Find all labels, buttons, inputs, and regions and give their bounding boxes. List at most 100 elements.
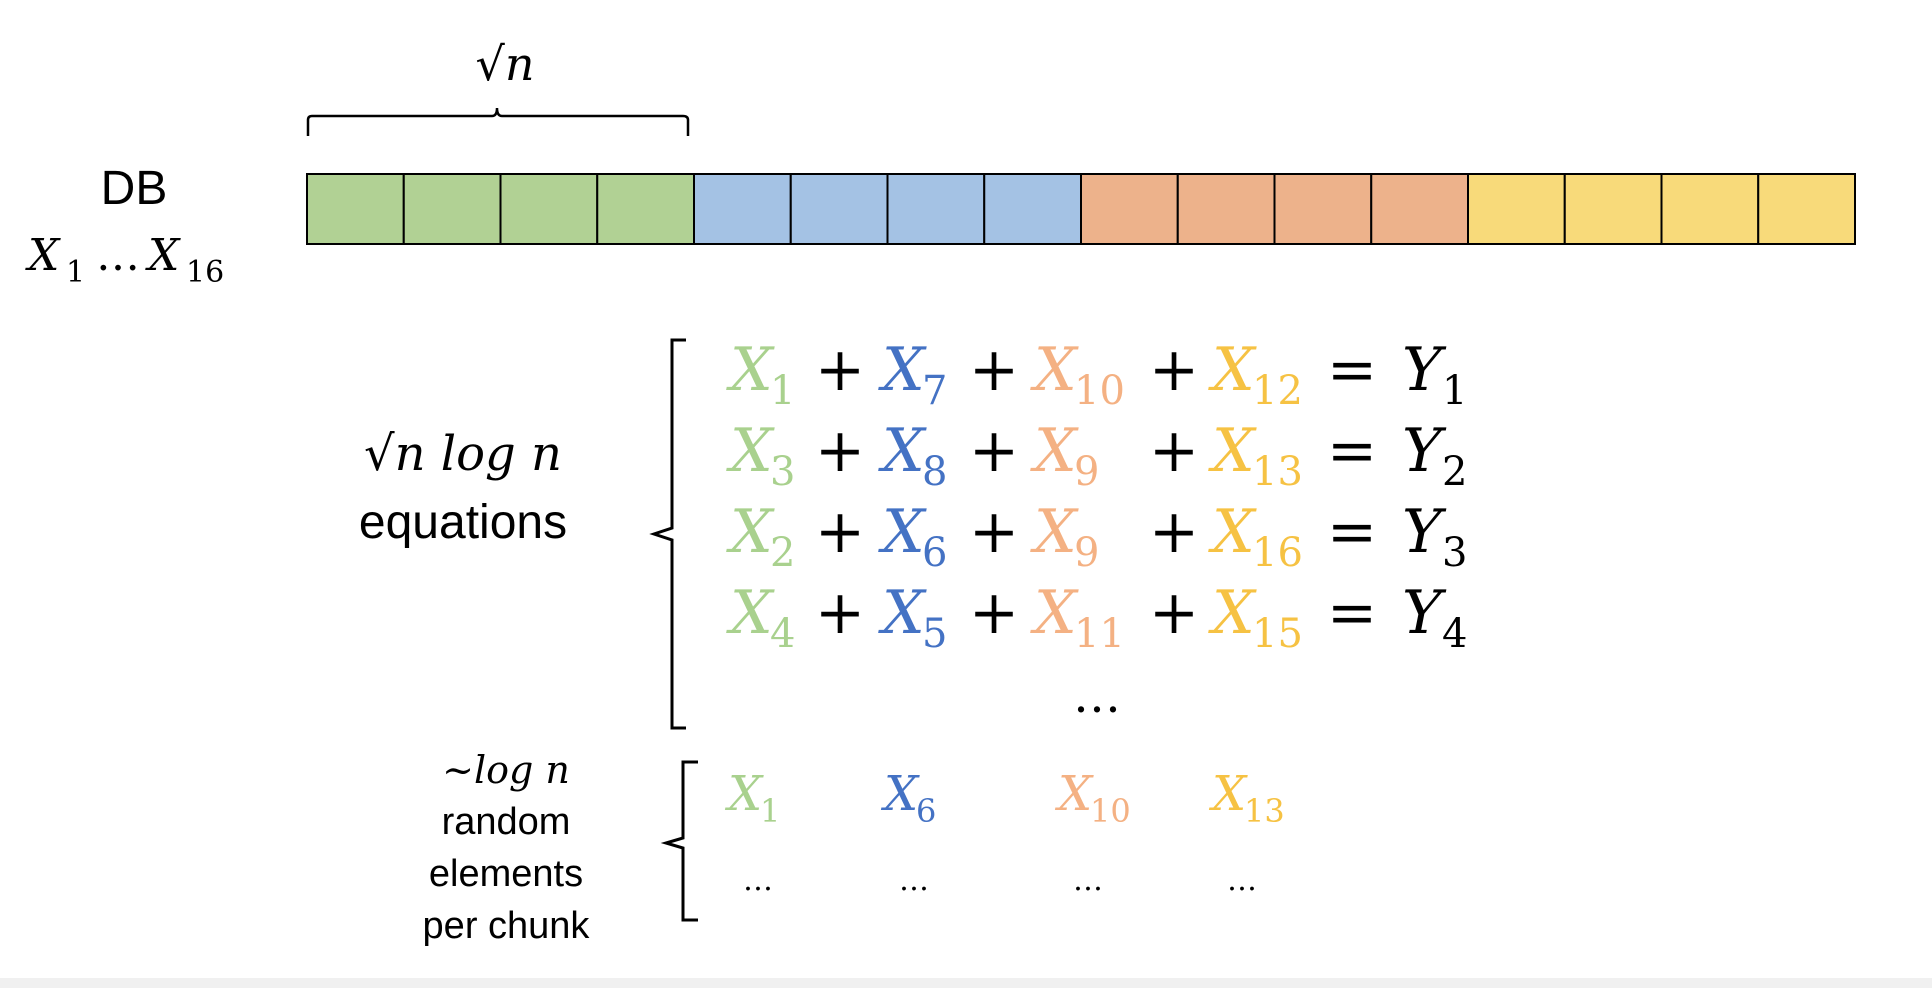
sample-element: X	[1054, 766, 1094, 822]
svg-text:equations: equations	[359, 496, 567, 549]
svg-text:X: X	[145, 230, 181, 281]
svg-text:1: 1	[66, 255, 85, 290]
equations-brace	[649, 338, 686, 730]
db-cell	[886, 173, 986, 245]
equation-row: X1 + X7 + X10 + X12 = Y 1	[726, 335, 1467, 414]
equation-result-subscript: 3	[1442, 530, 1467, 576]
equation-result: Y	[1402, 335, 1447, 405]
plus-sign: +	[815, 578, 865, 648]
svg-text:~log n: ~log n	[442, 748, 570, 792]
sample-element: X	[880, 766, 920, 822]
equation-term: X	[726, 416, 775, 486]
plus-sign: +	[969, 497, 1019, 567]
plus-sign: +	[815, 416, 865, 486]
db-cell	[499, 173, 599, 245]
footer-strip	[0, 978, 1932, 988]
svg-text:random: random	[442, 801, 571, 843]
equation-term-subscript: 4	[770, 611, 795, 657]
db-cell	[1370, 173, 1469, 245]
equation-term: X	[1208, 497, 1257, 567]
svg-text:√n log n: √n log n	[364, 426, 562, 482]
sample-element-subscript: 13	[1244, 792, 1285, 830]
plus-sign: +	[815, 335, 865, 405]
plus-sign: +	[969, 578, 1019, 648]
db-cell	[1660, 173, 1760, 245]
plus-sign: +	[969, 335, 1019, 405]
sample-ellipsis: …	[1227, 863, 1257, 898]
db-range-label: X 1 … X 16	[25, 230, 224, 290]
equation-term-subscript: 16	[1252, 530, 1303, 576]
equation-term-subscript: 1	[770, 368, 795, 414]
plus-sign: +	[1149, 578, 1199, 648]
equation-term: X	[878, 416, 927, 486]
db-cell	[1176, 173, 1276, 245]
equations-ellipsis: …	[1073, 668, 1121, 724]
equation-result-subscript: 2	[1442, 449, 1467, 495]
equation-row: X2 + X6 + X9 + X16 = Y 3	[726, 497, 1467, 576]
sample-element: X	[1208, 766, 1248, 822]
equation-result: Y	[1402, 497, 1447, 567]
equation-count-label: √n log n equations	[359, 426, 567, 549]
equation-term: X	[726, 578, 775, 648]
equation-term-subscript: 15	[1252, 611, 1303, 657]
sample-element-subscript: 6	[916, 792, 936, 830]
equation-term-subscript: 6	[922, 530, 947, 576]
plus-sign: +	[969, 416, 1019, 486]
sample-ellipsis: …	[1073, 863, 1103, 898]
equation-term: X	[1030, 578, 1079, 648]
equation-result: Y	[1402, 416, 1447, 486]
svg-text:…: …	[96, 230, 140, 281]
equation-row: X4 + X5 + X11 + X15 = Y 4	[726, 578, 1467, 657]
equation-term-subscript: 2	[770, 530, 795, 576]
equals-sign: =	[1327, 497, 1377, 567]
sample-element-subscript: 1	[760, 792, 780, 830]
plus-sign: +	[1149, 335, 1199, 405]
sqrt-n-label: √n	[476, 37, 535, 91]
sample-ellipsis: …	[899, 863, 929, 898]
sample-label: ~log n random elements per chunk	[423, 748, 591, 947]
plus-sign: +	[1149, 497, 1199, 567]
svg-text:per chunk: per chunk	[423, 905, 591, 947]
equation-term-subscript: 5	[922, 611, 947, 657]
db-array	[306, 173, 1856, 245]
equation-term-subscript: 9	[1074, 530, 1099, 576]
equation-term-subscript: 8	[922, 449, 947, 495]
db-cell	[1080, 173, 1179, 245]
db-cell	[402, 173, 502, 245]
equals-sign: =	[1327, 578, 1377, 648]
equation-term-subscript: 7	[922, 368, 947, 414]
db-label: DB	[101, 162, 168, 215]
db-cell	[306, 173, 405, 245]
db-cell	[1563, 173, 1663, 245]
equation-result-subscript: 4	[1442, 611, 1467, 657]
sample-element-subscript: 10	[1090, 792, 1131, 830]
equation-result-subscript: 1	[1442, 368, 1467, 414]
equation-term: X	[726, 497, 775, 567]
equation-term-subscript: 9	[1074, 449, 1099, 495]
svg-text:16: 16	[186, 255, 224, 290]
equation-result: Y	[1402, 578, 1447, 648]
db-cell	[1757, 173, 1856, 245]
plus-sign: +	[815, 497, 865, 567]
db-cell	[789, 173, 889, 245]
db-cell	[596, 173, 695, 245]
equals-sign: =	[1327, 416, 1377, 486]
equation-term: X	[878, 335, 927, 405]
db-cell	[1467, 173, 1566, 245]
equation-term: X	[1208, 578, 1257, 648]
db-cell	[983, 173, 1082, 245]
equation-term-subscript: 11	[1074, 611, 1125, 657]
sample-ellipsis: …	[743, 863, 773, 898]
equation-term: X	[726, 335, 775, 405]
equation-term: X	[1208, 335, 1257, 405]
sample-element: X	[724, 766, 764, 822]
equation-system: X1 + X7 + X10 + X12 = Y 1X3 + X8 + X9 + X13 = Y 2X2 + X6 + X9 +…	[726, 335, 1467, 657]
equation-term: X	[1208, 416, 1257, 486]
plus-sign: +	[1149, 416, 1199, 486]
equation-term: X	[878, 497, 927, 567]
svg-text:X: X	[25, 230, 61, 281]
equals-sign: =	[1327, 335, 1377, 405]
equation-term: X	[1030, 335, 1079, 405]
equation-term-subscript: 12	[1252, 368, 1303, 414]
